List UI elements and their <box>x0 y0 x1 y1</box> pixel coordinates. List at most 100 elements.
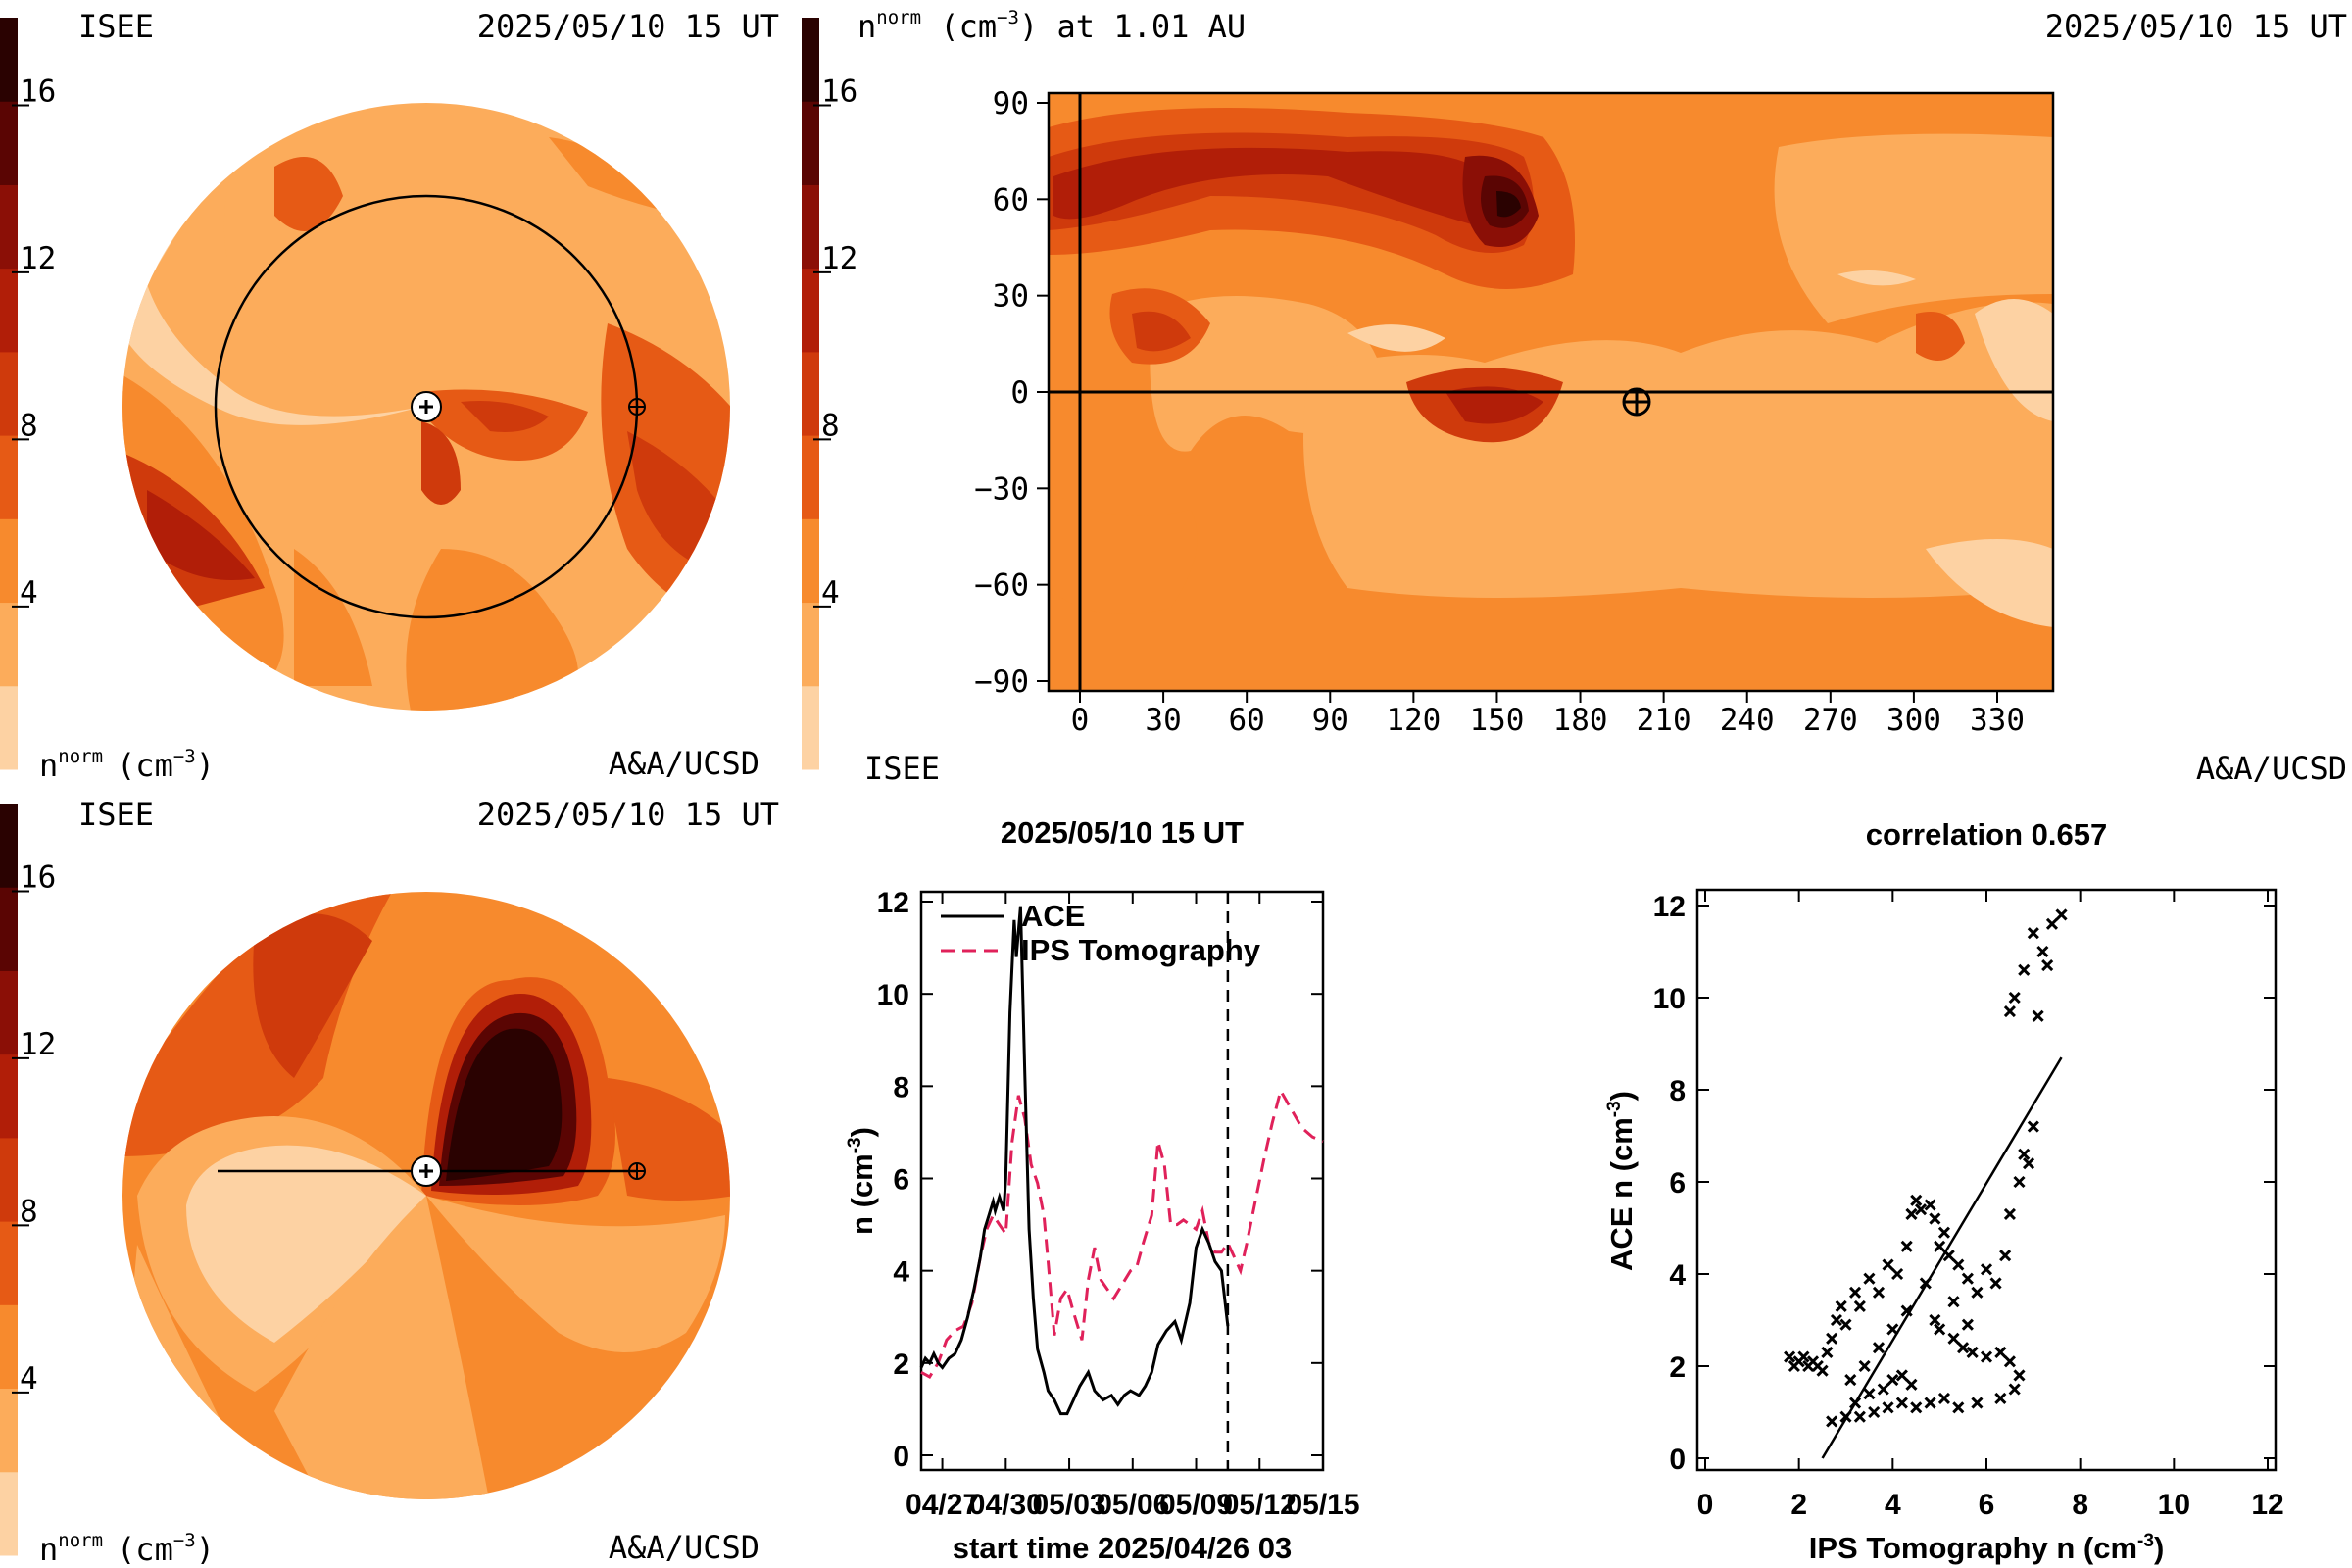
scatter-point <box>1830 1313 1842 1327</box>
sun-icon <box>411 391 442 422</box>
x-tick-label: 12 <box>2251 1489 2283 1521</box>
scatter-point <box>1882 1258 1894 1271</box>
scatter-point <box>2013 1175 2026 1189</box>
scatter-point <box>1839 1318 1852 1331</box>
scatter-point <box>1905 1207 1918 1220</box>
chart-title: 2025/05/10 15 UT <box>1001 815 1244 850</box>
scatter-point <box>1971 1396 1984 1409</box>
scatter-point <box>1877 1383 1889 1396</box>
x-tick-label: 8 <box>2072 1489 2088 1521</box>
x-tick-label: 0 <box>1697 1489 1714 1521</box>
panel-timestamp: 2025/05/10 15 UT <box>477 796 779 833</box>
map-credit: A&A/UCSD <box>2196 750 2347 784</box>
y-tick-label: 6 <box>1669 1167 1686 1200</box>
panel-correlation: 0 2 4 6 8 10 12 0 2 4 6 8 10 12 correlation 0.657 IPS… <box>1568 784 2352 1568</box>
scatter-point <box>1886 1323 1899 1336</box>
colorbar-band <box>0 685 18 770</box>
scatter-point <box>1844 1374 1857 1387</box>
scatter-point <box>2003 1355 2016 1368</box>
panel-polar-meridional: 4 8 12 16 ISEE 2025/05/10 15 UT A&A/U <box>0 784 804 1568</box>
colorbar-tick-label: 8 <box>20 408 38 443</box>
panel-left-title: ISEE <box>78 8 154 45</box>
map-x-tick-label: 150 <box>1469 703 1524 738</box>
sun-icon <box>411 1155 442 1187</box>
x-tick-label: 05/12 <box>1223 1489 1297 1521</box>
map-x-tick-label: 120 <box>1386 703 1441 738</box>
colorbar-unit-label: nnorm (cm−3) <box>39 746 215 784</box>
colorbar-band <box>802 184 819 270</box>
scatter-point <box>1853 1299 1866 1312</box>
scatter-point <box>1900 1240 1913 1252</box>
map-x-tick-label: 240 <box>1720 703 1775 738</box>
y-tick-label: 12 <box>877 887 909 919</box>
colorbar-synoptic: 4 8 12 16 <box>802 18 858 770</box>
x-tick-label: 05/06 <box>1096 1489 1169 1521</box>
colorbar-band <box>0 602 18 687</box>
colorbar-tick-label: 12 <box>20 1027 56 1062</box>
y-tick-label: 10 <box>1653 983 1686 1015</box>
earth-icon <box>628 1162 646 1180</box>
legend-ips-label: IPS Tomography <box>1021 933 1261 967</box>
earth-icon <box>1622 387 1651 416</box>
legend-ace-label: ACE <box>1021 899 1085 933</box>
regression-line <box>1821 1056 2063 1459</box>
time-series-lines <box>919 892 1324 1470</box>
colorbar-band <box>0 268 18 353</box>
scatter-point <box>1839 1410 1852 1423</box>
scatter-point <box>1895 1396 1908 1409</box>
colorbar-band <box>0 1137 18 1222</box>
map-x-tick-label: 330 <box>1970 703 2025 738</box>
colorbar-band <box>0 184 18 270</box>
colorbar-tick-label: 16 <box>20 74 56 109</box>
scatter-point <box>1934 1323 1946 1336</box>
map-title: nnorm (cm−3) at 1.01 AU <box>858 7 1246 45</box>
x-axis-label: start time 2025/04/26 03 <box>953 1531 1292 1565</box>
scatter-point <box>1863 1388 1876 1400</box>
scatter-point <box>2022 1157 2035 1170</box>
colorbar-left-bottom: 4 8 12 16 <box>0 804 56 1556</box>
scatter-point <box>1942 1250 1955 1262</box>
scatter-point <box>2036 945 2049 958</box>
colorbar-tick-label: 12 <box>20 241 56 276</box>
colorbar-tick-label: 4 <box>821 575 840 611</box>
synoptic-map: 4 8 12 16 <box>802 7 2347 784</box>
scatter-point <box>1971 1286 1984 1298</box>
y-axis-label: n (cm-3) <box>845 1127 879 1235</box>
scatter-point <box>1826 1415 1838 1428</box>
map-left-credit: ISEE <box>864 750 940 784</box>
scatter-point <box>2018 1148 2031 1160</box>
scatter-point <box>1994 1392 2007 1404</box>
scatter-point <box>1905 1378 1918 1391</box>
map-x-tick-label: 60 <box>1229 703 1265 738</box>
colorbar-tick-label: 8 <box>821 408 840 443</box>
x-tick-label: 04/27 <box>906 1489 979 1521</box>
x-tick-label: 6 <box>1979 1489 1995 1521</box>
scatter-point <box>2013 1369 2026 1382</box>
colorbar-tick-label: 8 <box>20 1194 38 1229</box>
scatter-point <box>1994 1346 2007 1358</box>
scatter-point <box>2008 991 2021 1004</box>
scatter-point <box>1937 1226 1951 1239</box>
scatter-point <box>2055 908 2068 921</box>
colorbar-band <box>802 518 819 604</box>
scatter-marks <box>1784 908 2068 1459</box>
colorbar-tick-label: 4 <box>20 575 38 611</box>
scatter-point <box>1929 1313 1941 1327</box>
x-tick-label: 10 <box>2158 1489 2190 1521</box>
scatter-point <box>1849 1396 1862 1409</box>
scatter-point <box>1872 1342 1886 1354</box>
density-disk <box>122 892 730 1499</box>
scatter-point <box>1797 1350 1810 1363</box>
y-tick-label: 0 <box>1669 1444 1686 1476</box>
scatter-point <box>1849 1286 1862 1298</box>
scatter-ticks: 0 2 4 6 8 10 12 0 2 4 6 8 10 12 <box>1653 890 2284 1521</box>
scatter-point <box>1961 1318 1974 1331</box>
colorbar-band <box>802 18 819 102</box>
scatter-point <box>1924 1199 1936 1211</box>
scatter-point <box>1924 1396 1936 1409</box>
scatter-point <box>1853 1410 1866 1423</box>
scatter-point <box>1821 1346 1834 1358</box>
map-x-tick-label: 300 <box>1886 703 1941 738</box>
